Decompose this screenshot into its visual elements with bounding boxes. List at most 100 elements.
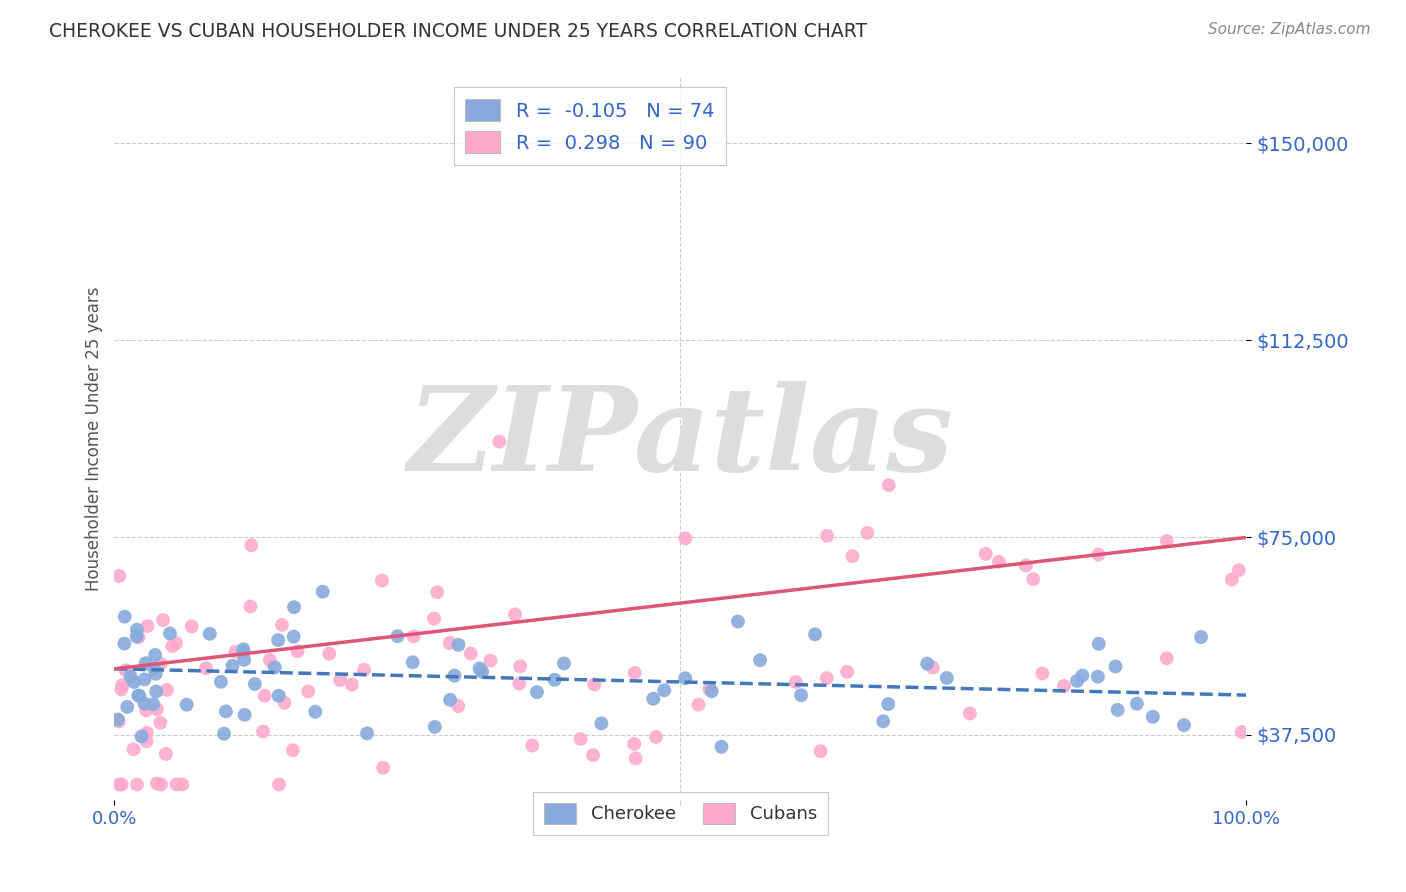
Point	[401, 655, 423, 669]
Point	[143, 648, 166, 662]
Point	[108, 714, 131, 729]
Point	[162, 639, 184, 653]
Point	[749, 653, 772, 667]
Point	[281, 743, 304, 757]
Point	[503, 607, 526, 622]
Point	[699, 681, 721, 696]
Point	[287, 644, 309, 658]
Point	[134, 697, 156, 711]
Point	[1015, 558, 1038, 573]
Text: Source: ZipAtlas.com: Source: ZipAtlas.com	[1208, 22, 1371, 37]
Point	[652, 683, 675, 698]
Point	[1087, 548, 1109, 562]
Point	[1087, 670, 1109, 684]
Point	[239, 599, 262, 614]
Point	[108, 569, 131, 583]
Point	[135, 657, 157, 671]
Point	[974, 547, 997, 561]
Point	[688, 698, 710, 712]
Point	[426, 585, 449, 599]
Point	[318, 647, 340, 661]
Point	[371, 574, 394, 588]
Point	[180, 619, 202, 633]
Point	[841, 549, 863, 564]
Point	[582, 748, 605, 763]
Text: CHEROKEE VS CUBAN HOUSEHOLDER INCOME UNDER 25 YEARS CORRELATION CHART: CHEROKEE VS CUBAN HOUSEHOLDER INCOME UND…	[49, 22, 868, 41]
Point	[128, 689, 150, 703]
Point	[591, 716, 613, 731]
Point	[877, 697, 900, 711]
Point	[673, 532, 696, 546]
Point	[114, 609, 136, 624]
Point	[253, 689, 276, 703]
Point	[283, 630, 305, 644]
Point	[423, 720, 446, 734]
Point	[1173, 718, 1195, 732]
Point	[125, 623, 148, 637]
Point	[488, 434, 510, 449]
Point	[710, 739, 733, 754]
Point	[312, 584, 335, 599]
Point	[125, 777, 148, 791]
Point	[156, 682, 179, 697]
Point	[727, 615, 749, 629]
Point	[240, 538, 263, 552]
Point	[117, 699, 139, 714]
Point	[215, 704, 238, 718]
Point	[243, 677, 266, 691]
Point	[329, 673, 352, 687]
Point	[872, 714, 894, 729]
Point	[209, 674, 232, 689]
Point	[233, 653, 256, 667]
Point	[959, 706, 981, 721]
Point	[837, 665, 859, 679]
Point	[198, 627, 221, 641]
Point	[135, 725, 157, 739]
Point	[135, 703, 157, 717]
Point	[149, 777, 172, 791]
Text: ZIPatlas: ZIPatlas	[408, 381, 953, 496]
Point	[439, 636, 461, 650]
Point	[297, 684, 319, 698]
Point	[114, 663, 136, 677]
Point	[1220, 573, 1243, 587]
Point	[259, 653, 281, 667]
Point	[1104, 659, 1126, 673]
Point	[479, 654, 502, 668]
Point	[1126, 697, 1149, 711]
Point	[273, 696, 295, 710]
Point	[232, 644, 254, 658]
Point	[172, 777, 194, 791]
Point	[645, 730, 668, 744]
Point	[122, 742, 145, 756]
Point	[142, 661, 165, 675]
Point	[402, 629, 425, 643]
Point	[553, 657, 575, 671]
Point	[439, 693, 461, 707]
Point	[267, 777, 290, 791]
Point	[700, 684, 723, 698]
Point	[1189, 630, 1212, 644]
Point	[111, 777, 134, 791]
Point	[263, 660, 285, 674]
Point	[267, 633, 290, 648]
Point	[127, 689, 149, 703]
Point	[271, 618, 294, 632]
Point	[221, 658, 243, 673]
Point	[804, 627, 827, 641]
Point	[1053, 679, 1076, 693]
Legend: Cherokee, Cubans: Cherokee, Cubans	[533, 792, 828, 835]
Point	[526, 685, 548, 699]
Point	[112, 636, 135, 650]
Point	[460, 647, 482, 661]
Point	[166, 777, 188, 791]
Point	[623, 737, 645, 751]
Point	[155, 747, 177, 761]
Point	[387, 629, 409, 643]
Point	[145, 666, 167, 681]
Point	[471, 665, 494, 679]
Point	[149, 715, 172, 730]
Point	[356, 726, 378, 740]
Point	[195, 661, 218, 675]
Point	[108, 777, 131, 791]
